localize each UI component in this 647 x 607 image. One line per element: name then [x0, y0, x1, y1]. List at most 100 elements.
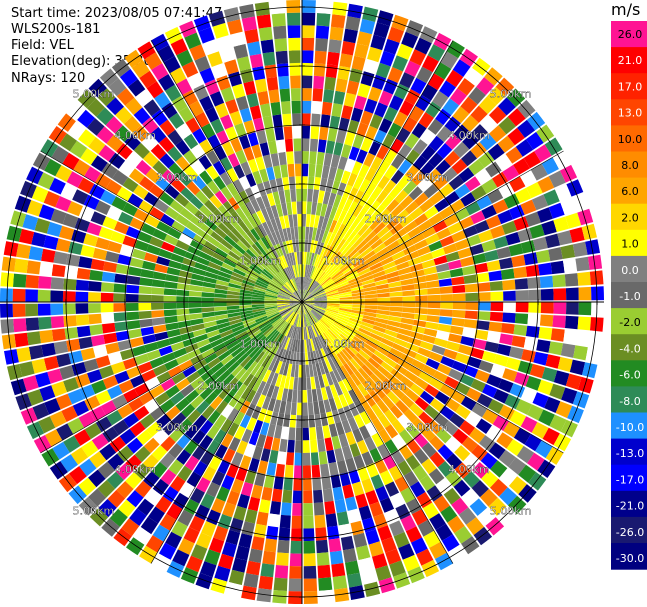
velocity-gate: [315, 336, 323, 349]
velocity-gate: [329, 26, 344, 41]
velocity-gate: [111, 196, 127, 211]
velocity-gate: [309, 364, 314, 377]
velocity-gate: [372, 270, 386, 279]
velocity-gate: [397, 143, 412, 159]
velocity-gate: [235, 545, 250, 561]
range-ring-label: 4.00km: [448, 463, 490, 476]
velocity-gate: [308, 325, 314, 339]
velocity-gate: [376, 190, 389, 204]
velocity-gate: [303, 578, 318, 592]
range-ring-label: 1.00km: [323, 338, 365, 351]
velocity-gate: [262, 251, 273, 263]
velocity-gate: [414, 37, 432, 55]
velocity-gate: [298, 302, 302, 315]
velocity-gate: [486, 331, 501, 343]
velocity-gate: [402, 554, 420, 572]
velocity-gate: [302, 302, 315, 306]
velocity-gate: [235, 95, 249, 111]
velocity-gate: [427, 118, 444, 135]
velocity-gate: [427, 302, 441, 309]
velocity-gate: [417, 177, 433, 192]
velocity-gate: [276, 299, 290, 302]
velocity-gate: [360, 274, 374, 283]
velocity-gate: [247, 215, 258, 229]
range-ring-label: 1.00km: [239, 338, 281, 351]
velocity-gate: [233, 411, 245, 426]
velocity-gate: [51, 328, 66, 342]
velocity-gate: [302, 327, 304, 340]
velocity-gate: [108, 78, 127, 97]
velocity-gate: [264, 356, 274, 370]
velocity-gate: [201, 185, 215, 200]
velocity-gate: [345, 431, 357, 446]
velocity-gate: [287, 25, 301, 39]
velocity-gate: [302, 276, 305, 290]
velocity-gate: [328, 538, 342, 553]
velocity-gate: [308, 280, 317, 292]
velocity-gate: [387, 67, 403, 83]
azimuth-line: [150, 40, 303, 303]
velocity-gate: [396, 43, 413, 60]
velocity-gate: [215, 314, 229, 321]
velocity-gate: [152, 478, 169, 496]
velocity-gate: [370, 474, 384, 490]
velocity-gate: [207, 51, 223, 67]
velocity-gate: [207, 357, 221, 369]
velocity-gate: [225, 126, 238, 142]
colorbar-segment: [611, 73, 647, 100]
velocity-gate: [375, 283, 389, 290]
velocity-gate: [254, 226, 264, 239]
velocity-gate: [324, 204, 333, 219]
velocity-gate: [34, 218, 51, 234]
velocity-gate: [106, 471, 124, 489]
colorbar-segment: [611, 151, 647, 179]
velocity-gate: [388, 315, 402, 323]
velocity-gate: [132, 345, 147, 357]
velocity-gate: [337, 335, 349, 347]
velocity-gate: [281, 336, 289, 349]
velocity-gate: [302, 289, 306, 302]
velocity-gate: [361, 451, 374, 467]
velocity-gate: [222, 141, 235, 157]
velocity-gate: [472, 253, 487, 265]
velocity-gate: [302, 251, 305, 265]
velocity-gate: [429, 191, 444, 205]
velocity-gate: [186, 471, 202, 488]
velocity-gate: [125, 226, 141, 239]
velocity-gate: [442, 167, 458, 183]
colorbar-segment: [611, 203, 647, 231]
velocity-gate: [276, 243, 284, 256]
velocity-gate: [274, 38, 288, 52]
velocity-gate: [207, 134, 221, 150]
velocity-gate: [276, 320, 287, 332]
velocity-gate: [338, 311, 351, 318]
velocity-gate: [333, 90, 346, 105]
velocity-gate: [303, 477, 312, 491]
velocity-gate: [466, 234, 482, 247]
velocity-gate: [328, 266, 340, 277]
velocity-gate: [314, 303, 327, 306]
velocity-gate: [405, 20, 424, 37]
velocity-gate: [66, 338, 81, 352]
velocity-gate: [291, 201, 297, 215]
velocity-gate: [286, 0, 301, 13]
velocity-gate: [315, 202, 323, 216]
velocity-gate: [272, 260, 282, 272]
velocity-gate: [351, 55, 366, 71]
velocity-gate: [326, 308, 339, 314]
velocity-gate: [302, 302, 312, 311]
velocity-gate: [185, 389, 200, 403]
velocity-gate: [171, 372, 186, 385]
velocity-gate: [557, 230, 573, 246]
velocity-gate: [302, 298, 315, 302]
velocity-gate: [302, 415, 309, 428]
velocity-gate: [460, 336, 475, 347]
velocity-gate: [363, 196, 376, 210]
velocity-gate: [191, 273, 205, 282]
velocity-gate: [313, 75, 325, 90]
velocity-gate: [542, 427, 560, 446]
velocity-gate: [25, 303, 39, 317]
velocity-gate: [144, 398, 160, 413]
velocity-gate: [107, 352, 123, 365]
velocity-gate: [325, 309, 338, 316]
